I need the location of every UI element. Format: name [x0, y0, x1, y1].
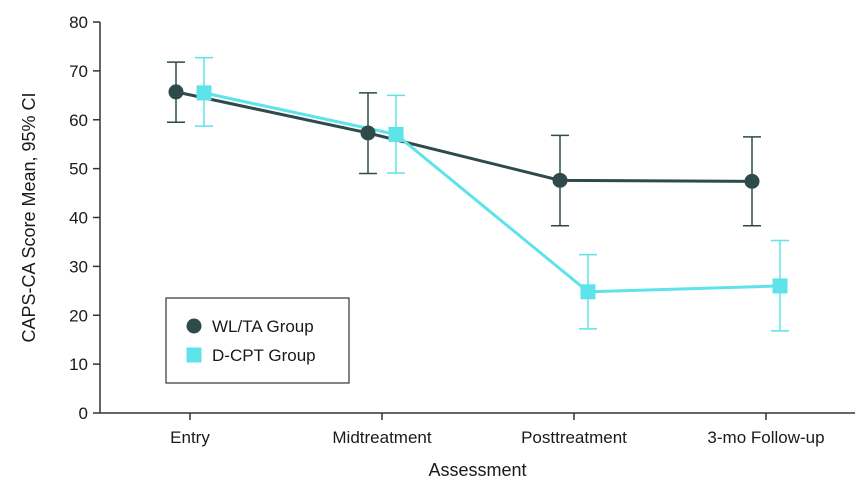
x-axis-title: Assessment [428, 460, 526, 480]
data-point [772, 278, 788, 294]
x-tick-label: 3-mo Follow-up [707, 428, 824, 447]
legend-label: WL/TA Group [212, 317, 314, 336]
data-point [196, 85, 212, 101]
y-tick-label: 10 [69, 355, 88, 374]
y-tick-label: 40 [69, 209, 88, 228]
y-tick-label: 70 [69, 62, 88, 81]
series-line [203, 91, 781, 294]
y-tick-label: 20 [69, 306, 88, 325]
y-tick-label: 30 [69, 257, 88, 276]
data-point [168, 84, 184, 100]
y-tick-label: 50 [69, 160, 88, 179]
series-lines [175, 90, 781, 294]
axes: 0 10 20 30 40 50 60 70 80 Entry Midtreatment Posttr… [69, 13, 855, 447]
x-tick-label: Midtreatment [332, 428, 431, 447]
legend-box [165, 297, 350, 384]
data-point [744, 173, 760, 189]
data-point [360, 125, 376, 141]
y-tick-label: 0 [79, 404, 88, 423]
y-tick-label: 60 [69, 111, 88, 130]
data-point [388, 126, 404, 142]
x-tick-label: Posttreatment [521, 428, 627, 447]
legend: WL/TA Group D-CPT Group [165, 297, 350, 384]
legend-label: D-CPT Group [212, 346, 316, 365]
x-tick-label: Entry [170, 428, 210, 447]
y-tick-label: 80 [69, 13, 88, 32]
series-markers [168, 84, 788, 300]
series-line [175, 90, 753, 183]
data-point [552, 172, 568, 188]
data-point [580, 284, 596, 300]
legend-marker [186, 347, 202, 363]
legend-marker [186, 318, 202, 334]
y-axis-title: CAPS-CA Score Mean, 95% CI [19, 92, 39, 342]
